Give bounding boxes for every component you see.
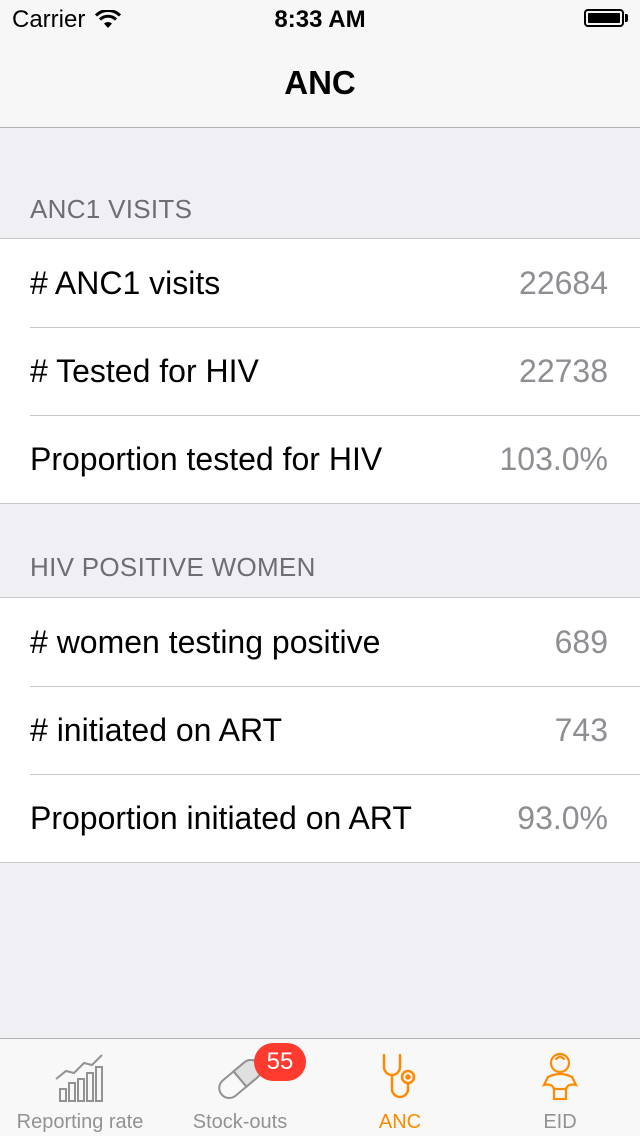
row-label: Proportion initiated on ART <box>30 800 412 836</box>
status-time: 8:33 AM <box>274 6 366 33</box>
tab-label: ANC <box>378 1111 422 1133</box>
row-label: Proportion tested for HIV <box>30 441 383 477</box>
tab-label: EID <box>543 1111 577 1133</box>
tab-stock-outs[interactable]: Stock-outs <box>160 1039 320 1136</box>
tab-eid[interactable]: EID <box>480 1039 640 1136</box>
carrier-status: Carrier <box>12 6 122 34</box>
tab-label: Reporting rate <box>16 1111 144 1133</box>
battery-icon <box>584 9 628 29</box>
chart-icon <box>55 1054 103 1102</box>
tab-reporting-rate[interactable]: Reporting rate <box>0 1039 160 1136</box>
row-label: # women testing positive <box>30 624 381 660</box>
section-header-anc1-visits: ANC1 VISITS <box>30 194 193 224</box>
section-header-hiv-positive-women: HIV POSITIVE WOMEN <box>30 552 316 582</box>
wifi-icon <box>95 10 122 28</box>
navigation-bar: ANC <box>0 40 640 128</box>
section-hiv-positive-women: # women testing positive 689 # initiated… <box>0 597 640 863</box>
table-row: Proportion initiated on ART 93.0% <box>0 774 640 862</box>
row-label: # Tested for HIV <box>30 353 259 389</box>
tab-anc[interactable]: ANC <box>320 1039 480 1136</box>
baby-icon <box>541 1052 579 1101</box>
tab-bar: Reporting rate Stock-outs ANC <box>0 1038 640 1136</box>
row-value: 93.0% <box>517 800 608 836</box>
table-row: Proportion tested for HIV 103.0% <box>0 415 640 503</box>
table-row: # ANC1 visits 22684 <box>0 239 640 327</box>
row-value: 22738 <box>519 353 608 389</box>
stock-outs-badge: 55 <box>254 1043 306 1081</box>
carrier-label: Carrier <box>12 6 86 33</box>
row-value: 689 <box>554 624 608 660</box>
section-anc1-visits: # ANC1 visits 22684 # Tested for HIV 227… <box>0 238 640 504</box>
row-label: # initiated on ART <box>30 712 283 748</box>
stethoscope-icon <box>382 1053 416 1099</box>
row-value: 743 <box>554 712 608 748</box>
table-row: # Tested for HIV 22738 <box>0 327 640 415</box>
row-value: 103.0% <box>499 441 608 477</box>
page-title: ANC <box>284 64 356 101</box>
tab-label: Stock-outs <box>192 1111 288 1133</box>
row-value: 22684 <box>519 265 608 301</box>
row-label: # ANC1 visits <box>30 265 221 301</box>
status-bar: Carrier 8:33 AM <box>0 0 640 40</box>
table-row: # initiated on ART 743 <box>0 686 640 774</box>
table-row: # women testing positive 689 <box>0 598 640 686</box>
